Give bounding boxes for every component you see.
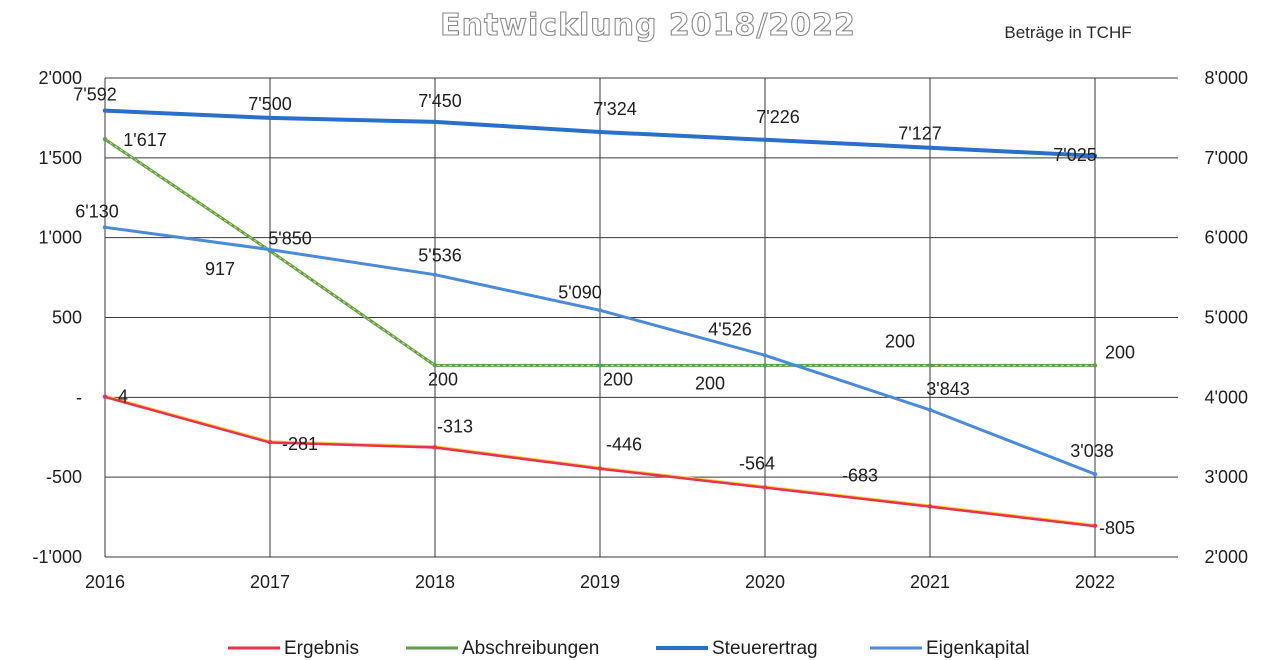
data-point (597, 363, 603, 368)
x-tick-label: 2019 (580, 572, 620, 592)
data-label-abschreibungen: 200 (695, 373, 725, 393)
left-tick-label: 1'500 (39, 148, 82, 168)
data-point (762, 137, 768, 142)
right-tick-label: 4'000 (1205, 387, 1248, 407)
data-point (267, 115, 273, 121)
data-point (762, 485, 768, 490)
data-point (267, 439, 273, 445)
data-label-abschreibungen: 1'617 (123, 130, 166, 150)
data-point (762, 363, 768, 368)
data-label-abschreibungen: 200 (1105, 342, 1135, 362)
data-label-abschreibungen: 200 (428, 369, 458, 389)
left-tick-label: 2'000 (39, 68, 82, 88)
data-label-abschreibungen: 917 (205, 259, 235, 279)
x-tick-label: 2022 (1075, 572, 1115, 592)
legend: Ergebnis Abschreibungen Steuerertrag Eigenk… (228, 638, 1030, 659)
unit-note: Beträge in TCHF (1004, 23, 1131, 42)
x-tick-label: 2016 (85, 572, 125, 592)
data-label-ergebnis: -805 (1099, 518, 1135, 538)
data-point (432, 119, 438, 125)
data-label-abschreibungen: 200 (885, 331, 915, 351)
legend-label: Ergebnis (284, 638, 359, 659)
x-tick-label: 2017 (250, 572, 290, 592)
data-point (1092, 523, 1098, 529)
x-tick-label: 2021 (910, 572, 950, 592)
left-tick-label: - (76, 387, 82, 407)
legend-label: Abschreibungen (462, 638, 599, 659)
data-label-steuerertrag: 7'127 (898, 124, 941, 144)
left-tick-label: 1'000 (39, 228, 82, 248)
left-tick-label: -1'000 (33, 547, 82, 567)
data-label-ergebnis: -446 (606, 435, 642, 455)
data-label-steuerertrag: 7'226 (756, 107, 799, 127)
legend-label: Steuerertrag (712, 638, 818, 659)
data-labels: 4 -281 -313 -446 -564 -683 -805 1'617 917 200 200 2… (73, 85, 1135, 538)
axis-ticks: -1'000-500-5001'0001'5002'0002'0003'0004… (33, 68, 1248, 592)
data-point (1092, 153, 1098, 159)
data-point (597, 466, 603, 471)
data-label-ergebnis: -564 (739, 453, 775, 473)
data-point (267, 247, 273, 252)
data-label-eigenkapital: 3'843 (926, 379, 969, 399)
data-label-steuerertrag: 7'592 (73, 85, 116, 105)
data-label-steuerertrag: 7'500 (248, 94, 291, 114)
data-point (432, 363, 438, 368)
data-point (927, 363, 933, 368)
data-label-ergebnis: -313 (437, 416, 473, 436)
data-point (1092, 363, 1098, 368)
left-tick-label: -500 (46, 467, 82, 487)
chart-title: Entwicklung 2018/2022 (440, 8, 856, 43)
data-point (432, 272, 438, 277)
right-tick-label: 6'000 (1205, 228, 1248, 248)
data-point (102, 136, 108, 142)
data-point (102, 225, 108, 230)
data-point (102, 394, 108, 399)
right-tick-label: 5'000 (1205, 308, 1248, 328)
data-point (597, 308, 603, 313)
right-tick-label: 2'000 (1205, 547, 1248, 567)
data-point (927, 504, 933, 509)
data-point (432, 445, 438, 450)
x-tick-label: 2018 (415, 572, 455, 592)
data-label-ergebnis: -683 (842, 465, 878, 485)
data-label-steuerertrag: 7'025 (1053, 145, 1096, 165)
right-tick-label: 8'000 (1205, 68, 1248, 88)
gridlines (104, 77, 1178, 558)
data-label-eigenkapital: 5'850 (268, 229, 311, 249)
data-point (927, 407, 933, 413)
x-tick-label: 2020 (745, 572, 785, 592)
left-tick-label: 500 (52, 308, 82, 328)
right-tick-label: 7'000 (1205, 148, 1248, 168)
data-point (762, 353, 768, 358)
data-label-ergebnis: 4 (118, 387, 128, 407)
right-tick-label: 3'000 (1205, 467, 1248, 487)
data-label-eigenkapital: 4'526 (708, 319, 751, 339)
legend-label: Eigenkapital (926, 638, 1030, 659)
data-label-eigenkapital: 5'536 (418, 246, 461, 266)
data-point (927, 145, 933, 150)
data-label-eigenkapital: 3'038 (1070, 441, 1113, 461)
series-lines (102, 108, 1098, 529)
data-point (1092, 471, 1098, 477)
data-label-steuerertrag: 7'450 (418, 91, 461, 111)
data-point (102, 108, 108, 113)
data-label-abschreibungen: 200 (603, 369, 633, 389)
data-label-eigenkapital: 6'130 (75, 201, 118, 221)
data-label-steuerertrag: 7'324 (593, 99, 636, 119)
data-label-eigenkapital: 5'090 (558, 282, 601, 302)
data-point (597, 129, 603, 135)
data-label-ergebnis: -281 (282, 434, 318, 454)
